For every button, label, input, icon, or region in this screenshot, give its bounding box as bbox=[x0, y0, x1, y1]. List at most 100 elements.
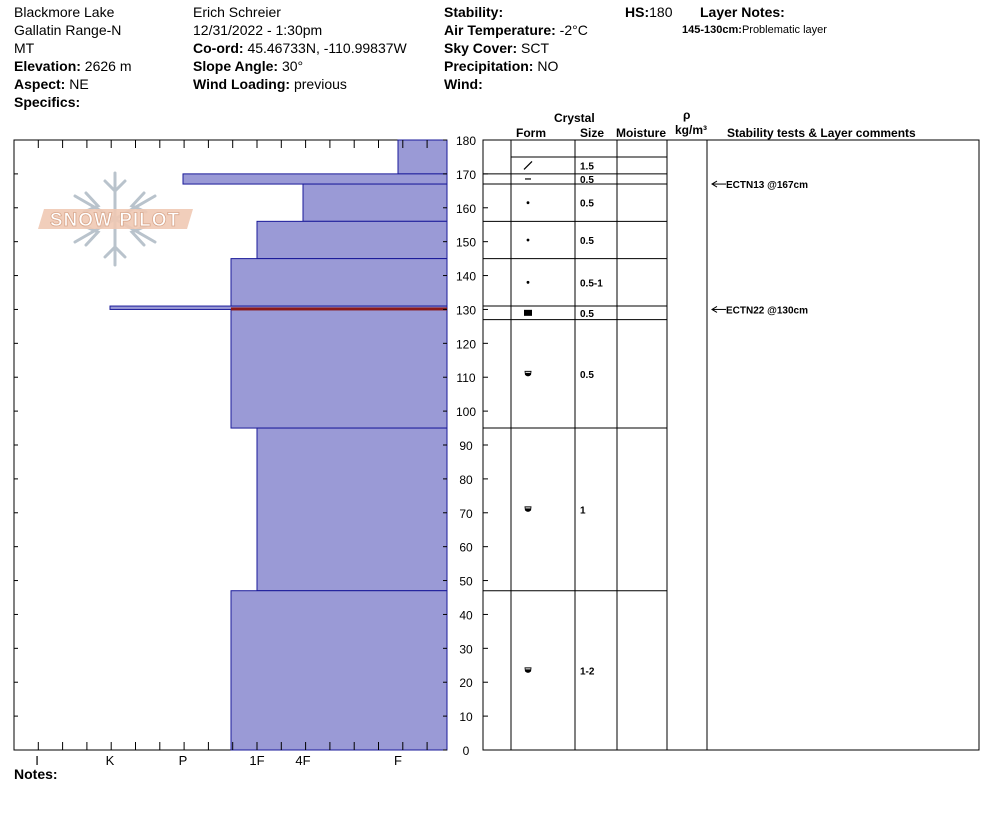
stability-header: Stability tests & Layer comments bbox=[727, 126, 916, 140]
aspect: Aspect: NE bbox=[14, 76, 89, 92]
hardness-layer-0 bbox=[397, 139, 448, 175]
depth-label-0: 0 bbox=[463, 744, 470, 758]
form-header: Form bbox=[516, 126, 546, 140]
table-layer-1: 0.5 bbox=[483, 173, 667, 186]
crystal-size-1: 0.5 bbox=[580, 175, 594, 186]
depth-axis: 0 10 20 30 40 50 60 70 80 90 100 110 120 130 140 150 160… bbox=[13, 134, 488, 758]
stability-tests: ECTN13 @167cm ECTN22 @130cm bbox=[711, 180, 808, 316]
depth-label-100: 100 bbox=[456, 405, 476, 419]
depth-label-170: 170 bbox=[456, 168, 476, 182]
observer: Erich Schreier bbox=[193, 4, 281, 20]
depth-hoar-cup-icon-7 bbox=[524, 506, 532, 512]
size-header: Size bbox=[580, 126, 605, 140]
precipitation: Precipitation: NO bbox=[444, 58, 559, 74]
depth-label-120: 120 bbox=[456, 337, 476, 351]
crystal-size-5: 0.5 bbox=[580, 309, 594, 320]
depth-label-50: 50 bbox=[459, 575, 473, 589]
table-layer-8: 1-2 bbox=[483, 590, 667, 677]
stability-test-0: ECTN13 @167cm bbox=[726, 180, 808, 191]
wind: Wind: bbox=[444, 76, 483, 92]
svg-text:SNOW PILOT: SNOW PILOT bbox=[50, 210, 180, 231]
depth-label-60: 60 bbox=[459, 541, 473, 555]
depth-hoar-cup-icon-6 bbox=[524, 370, 532, 377]
rounded-grain-icon-4 bbox=[526, 280, 530, 284]
table-layer-2: 0.5 bbox=[483, 183, 667, 210]
air-temperature: Air Temperature: -2°C bbox=[444, 22, 588, 38]
stability-arrowhead-0 bbox=[711, 180, 718, 188]
table-layer-4: 0.5-1 bbox=[483, 258, 667, 289]
table-layer-0: 1.5 bbox=[511, 156, 667, 172]
hardness-layers bbox=[109, 139, 448, 751]
notes-label: Notes: bbox=[14, 766, 58, 782]
depth-hoar-cup-icon-8 bbox=[524, 667, 532, 673]
hardness-label-4F: 4F bbox=[295, 753, 310, 768]
depth-label-150: 150 bbox=[456, 236, 476, 250]
crystal-size-4: 0.5-1 bbox=[580, 278, 603, 289]
hardness-label-K: K bbox=[106, 753, 115, 768]
range: Gallatin Range-N bbox=[14, 22, 122, 38]
hs: HS:180 bbox=[625, 4, 673, 20]
hardness-label-F: F bbox=[394, 753, 402, 768]
hardness-layer-7 bbox=[256, 427, 448, 592]
slope-angle: Slope Angle: 30° bbox=[193, 58, 304, 74]
coordinates: Co-ord: 45.46733N, -110.99837W bbox=[193, 40, 407, 56]
precip-particle-icon-0 bbox=[523, 161, 533, 170]
depth-label-30: 30 bbox=[459, 642, 473, 656]
density-rho-header: ρ bbox=[683, 108, 691, 122]
hardness-layer-1 bbox=[182, 173, 448, 185]
datetime: 12/31/2022 - 1:30pm bbox=[193, 22, 323, 38]
hardness-label-P: P bbox=[179, 753, 188, 768]
elevation: Elevation: 2626 m bbox=[14, 58, 132, 74]
weak-layer-marker bbox=[231, 307, 447, 311]
profile-table-frame bbox=[482, 139, 980, 751]
crystal-header: Crystal bbox=[554, 111, 595, 125]
snowpilot-logo: SNOW PILOT bbox=[38, 171, 193, 267]
location: Blackmore Lake bbox=[14, 4, 115, 20]
depth-label-130: 130 bbox=[456, 303, 476, 317]
density-unit-header: kg/m³ bbox=[675, 123, 708, 137]
depth-label-80: 80 bbox=[459, 473, 473, 487]
depth-label-160: 160 bbox=[456, 202, 476, 216]
stability: Stability: bbox=[444, 4, 504, 20]
depth-label-10: 10 bbox=[459, 710, 473, 724]
stability-test-1: ECTN22 @130cm bbox=[726, 305, 808, 316]
wind-loading: Wind Loading: previous bbox=[193, 76, 347, 92]
depth-label-110: 110 bbox=[456, 371, 475, 385]
table-layers: 1.5 0.5 0.5 0.5 0.5-1 0.5 0.5 1 1-2 bbox=[483, 156, 667, 677]
table-layer-5: 0.5 bbox=[483, 305, 667, 320]
faceted-square-icon-5 bbox=[524, 309, 532, 316]
hardness-layer-2 bbox=[302, 183, 448, 222]
depth-label-40: 40 bbox=[459, 608, 473, 622]
table-layer-6: 0.5 bbox=[483, 319, 667, 381]
hardness-layer-6 bbox=[230, 308, 448, 429]
hardness-layer-3 bbox=[256, 220, 448, 260]
depth-label-70: 70 bbox=[459, 507, 473, 521]
moisture-header: Moisture bbox=[616, 126, 667, 140]
hardness-layer-4 bbox=[230, 258, 448, 307]
layer-notes-label: Layer Notes: bbox=[700, 4, 785, 20]
hardness-axis: I K P 1F 4F F bbox=[35, 753, 402, 768]
hardness-label-I: I bbox=[35, 753, 39, 768]
depth-label-20: 20 bbox=[459, 676, 473, 690]
crystal-size-0: 1.5 bbox=[580, 161, 594, 172]
rounded-grain-icon-3 bbox=[526, 238, 530, 242]
crystal-size-6: 0.5 bbox=[580, 370, 594, 381]
state: MT bbox=[14, 40, 35, 56]
depth-label-180: 180 bbox=[456, 134, 476, 148]
stability-arrowhead-1 bbox=[711, 306, 718, 313]
crystal-size-7: 1 bbox=[580, 505, 586, 516]
hardness-layer-8 bbox=[230, 590, 448, 751]
depth-label-90: 90 bbox=[459, 439, 473, 453]
layer-note: 145-130cm:Problematic layer bbox=[682, 24, 827, 36]
depth-label-140: 140 bbox=[456, 270, 476, 284]
crystal-size-8: 1-2 bbox=[580, 666, 595, 677]
crystal-size-3: 0.5 bbox=[580, 236, 594, 247]
sky-cover: Sky Cover: SCT bbox=[444, 40, 550, 56]
specifics: Specifics: bbox=[14, 94, 81, 110]
crystal-size-2: 0.5 bbox=[580, 199, 594, 210]
table-layer-3: 0.5 bbox=[483, 220, 667, 247]
hardness-label-1F: 1F bbox=[249, 753, 264, 768]
table-layer-7: 1 bbox=[483, 427, 667, 516]
rounded-grain-icon-2 bbox=[526, 201, 530, 205]
